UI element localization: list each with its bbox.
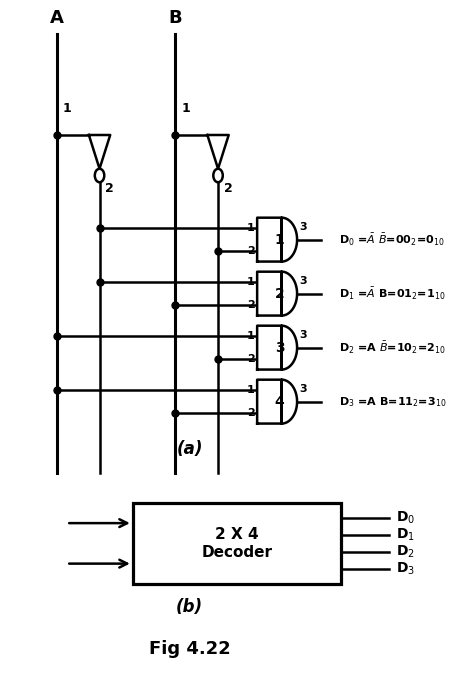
Text: (b): (b) <box>176 599 203 616</box>
Text: 2: 2 <box>247 408 255 418</box>
Text: 2: 2 <box>247 354 255 364</box>
Text: 1: 1 <box>275 233 284 246</box>
Text: 2: 2 <box>247 246 255 256</box>
Text: 2: 2 <box>105 182 114 196</box>
Polygon shape <box>257 326 297 370</box>
Circle shape <box>213 169 223 182</box>
Text: 3: 3 <box>275 341 284 354</box>
Text: A: A <box>50 9 64 27</box>
Text: 1: 1 <box>247 331 255 341</box>
Polygon shape <box>89 135 110 169</box>
Text: D$_3$ =A B=11$_2$=3$_{10}$: D$_3$ =A B=11$_2$=3$_{10}$ <box>339 395 447 408</box>
Text: D$_3$: D$_3$ <box>396 561 415 577</box>
Text: 1: 1 <box>63 101 71 115</box>
Text: 2: 2 <box>247 300 255 310</box>
Text: D$_0$: D$_0$ <box>396 510 415 526</box>
Text: D$_1$ =$\bar{A}$ B=01$_2$=1$_{10}$: D$_1$ =$\bar{A}$ B=01$_2$=1$_{10}$ <box>339 286 445 302</box>
Text: 1: 1 <box>247 223 255 233</box>
Text: 3: 3 <box>300 223 307 232</box>
Text: 2: 2 <box>275 287 284 300</box>
Circle shape <box>95 169 104 182</box>
Text: B: B <box>169 9 182 27</box>
Text: D$_2$ =A $\bar{B}$=10$_2$=2$_{10}$: D$_2$ =A $\bar{B}$=10$_2$=2$_{10}$ <box>339 340 446 356</box>
Polygon shape <box>257 217 297 261</box>
Text: (a): (a) <box>176 440 203 458</box>
Polygon shape <box>257 272 297 316</box>
Text: 3: 3 <box>300 385 307 394</box>
Text: D$_1$: D$_1$ <box>396 526 415 543</box>
Text: D$_0$ =$\bar{A}$ $\bar{B}$=00$_2$=0$_{10}$: D$_0$ =$\bar{A}$ $\bar{B}$=00$_2$=0$_{10… <box>339 232 445 248</box>
Bar <box>133 503 341 584</box>
Text: Fig 4.22: Fig 4.22 <box>149 641 230 658</box>
Text: 1: 1 <box>181 101 190 115</box>
Text: 1: 1 <box>247 277 255 287</box>
Polygon shape <box>257 379 297 424</box>
Text: 3: 3 <box>300 277 307 286</box>
Text: 1: 1 <box>247 385 255 395</box>
Text: 2: 2 <box>224 182 232 196</box>
Text: D$_2$: D$_2$ <box>396 544 415 560</box>
Text: 3: 3 <box>300 331 307 340</box>
Text: 2 X 4
Decoder: 2 X 4 Decoder <box>201 527 273 560</box>
Polygon shape <box>207 135 228 169</box>
Text: 4: 4 <box>275 395 284 408</box>
